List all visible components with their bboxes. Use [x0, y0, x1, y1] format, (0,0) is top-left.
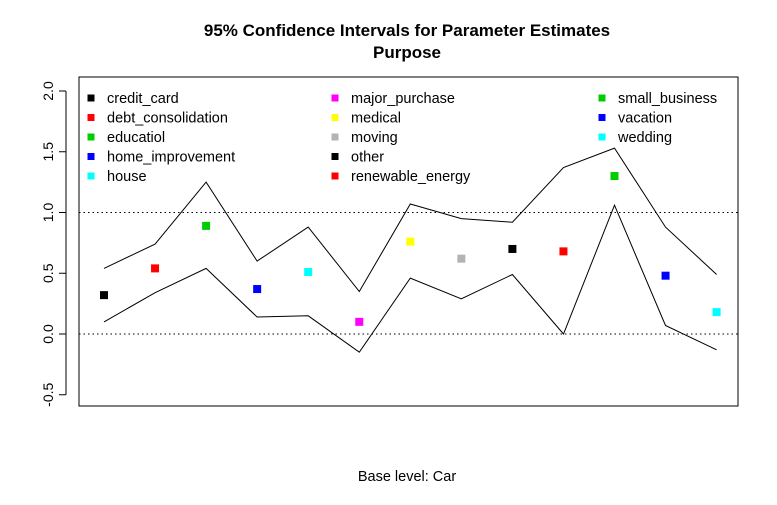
estimate-point	[457, 254, 466, 263]
legend-label: wedding	[617, 130, 672, 146]
estimate-point	[202, 221, 211, 230]
legend: credit_card debt_consolidation educatiol ho…	[87, 91, 717, 185]
legend-label: credit_card	[107, 91, 179, 107]
legend-swatch	[331, 94, 339, 102]
legend-label: medical	[351, 111, 401, 127]
estimate-point	[661, 271, 670, 280]
legend-swatch	[331, 114, 339, 121]
legend-swatch	[87, 94, 95, 102]
estimate-point	[253, 285, 262, 294]
legend-label: vacation	[618, 111, 672, 127]
legend-label: other	[351, 150, 384, 166]
legend-label: educatiol	[107, 130, 165, 146]
legend-swatch	[87, 133, 95, 141]
legend-label: renewable_energy	[351, 169, 471, 185]
legend-swatch	[331, 172, 339, 180]
legend-label: home_improvement	[107, 150, 235, 166]
estimate-point	[559, 247, 568, 256]
chart-title: 95% Confidence Intervals for Parameter E…	[204, 21, 610, 40]
estimate-points	[100, 172, 721, 326]
lower-ci-line	[103, 203, 717, 353]
estimate-point	[151, 264, 160, 273]
estimate-point	[712, 308, 721, 317]
y-tick-label: -0.5	[40, 382, 56, 406]
plot-frame	[78, 76, 739, 407]
estimate-point	[610, 172, 619, 181]
legend-swatch	[87, 153, 95, 160]
legend-label: small_business	[618, 91, 717, 107]
legend-label: major_purchase	[351, 91, 455, 107]
reference-lines	[79, 212, 738, 335]
y-tick-label: 1.0	[40, 203, 56, 223]
y-tick-label: 2.0	[40, 81, 56, 101]
estimate-point	[355, 317, 364, 326]
x-axis-label: Base level: Car	[358, 469, 456, 485]
y-tick-label: 1.5	[40, 142, 56, 162]
confidence-interval-lines	[103, 147, 717, 353]
legend-swatch	[87, 172, 95, 180]
legend-swatch	[598, 133, 606, 141]
legend-label: debt_consolidation	[107, 111, 228, 127]
y-axis: -0.5 0.0 0.5 1.0 1.5 2.0	[40, 81, 67, 407]
legend-swatch	[598, 94, 606, 102]
legend-swatch	[331, 133, 339, 141]
legend-swatch	[598, 114, 606, 121]
estimate-point	[406, 237, 415, 246]
y-tick-label: 0.0	[40, 324, 56, 344]
legend-swatch	[87, 114, 95, 121]
upper-ci-line	[103, 147, 717, 293]
estimate-point	[304, 268, 313, 277]
estimate-point	[100, 291, 108, 300]
legend-label: house	[107, 169, 147, 185]
y-tick-label: 0.5	[40, 263, 56, 283]
chart-subtitle: Purpose	[373, 43, 441, 62]
legend-label: moving	[351, 130, 398, 146]
legend-swatch	[331, 153, 339, 160]
estimate-point	[508, 244, 517, 253]
